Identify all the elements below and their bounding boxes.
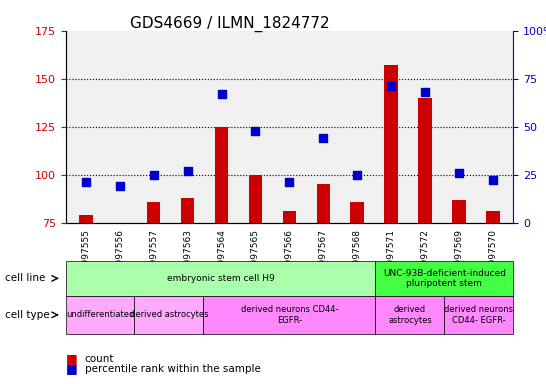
Text: undifferentiated: undifferentiated [66, 310, 134, 319]
Point [455, 170, 464, 176]
Bar [384, 65, 398, 367]
Point [285, 179, 294, 185]
Point [115, 183, 124, 189]
Bar [113, 223, 127, 367]
Text: percentile rank within the sample: percentile rank within the sample [85, 364, 260, 374]
Bar [317, 184, 330, 367]
Text: GDS4669 / ILMN_1824772: GDS4669 / ILMN_1824772 [129, 15, 329, 31]
Bar [351, 202, 364, 367]
Text: derived
astrocytes: derived astrocytes [388, 305, 432, 324]
Bar [452, 200, 466, 367]
Bar [147, 202, 161, 367]
Point [420, 89, 429, 95]
Point [81, 179, 90, 185]
Text: ■: ■ [66, 362, 78, 375]
Bar [486, 211, 500, 367]
Point [217, 91, 226, 97]
Text: count: count [85, 354, 114, 364]
Text: embryonic stem cell H9: embryonic stem cell H9 [167, 274, 275, 283]
Point [150, 172, 158, 178]
Bar [215, 127, 228, 367]
Point [353, 172, 361, 178]
Text: cell line: cell line [5, 273, 46, 283]
Text: cell type: cell type [5, 310, 50, 320]
Point [319, 135, 328, 141]
Bar [181, 198, 194, 367]
Text: derived neurons CD44-
EGFR-: derived neurons CD44- EGFR- [241, 305, 338, 324]
Point [387, 83, 395, 89]
Text: ■: ■ [66, 353, 78, 366]
Text: UNC-93B-deficient-induced
pluripotent stem: UNC-93B-deficient-induced pluripotent st… [383, 269, 506, 288]
Point [251, 127, 260, 134]
Bar [283, 211, 296, 367]
Point [489, 177, 497, 184]
Bar [418, 98, 432, 367]
Text: derived astrocytes: derived astrocytes [129, 310, 208, 319]
Text: derived neurons
CD44- EGFR-: derived neurons CD44- EGFR- [444, 305, 513, 324]
Point [183, 168, 192, 174]
Bar [79, 215, 93, 367]
Bar [248, 175, 262, 367]
